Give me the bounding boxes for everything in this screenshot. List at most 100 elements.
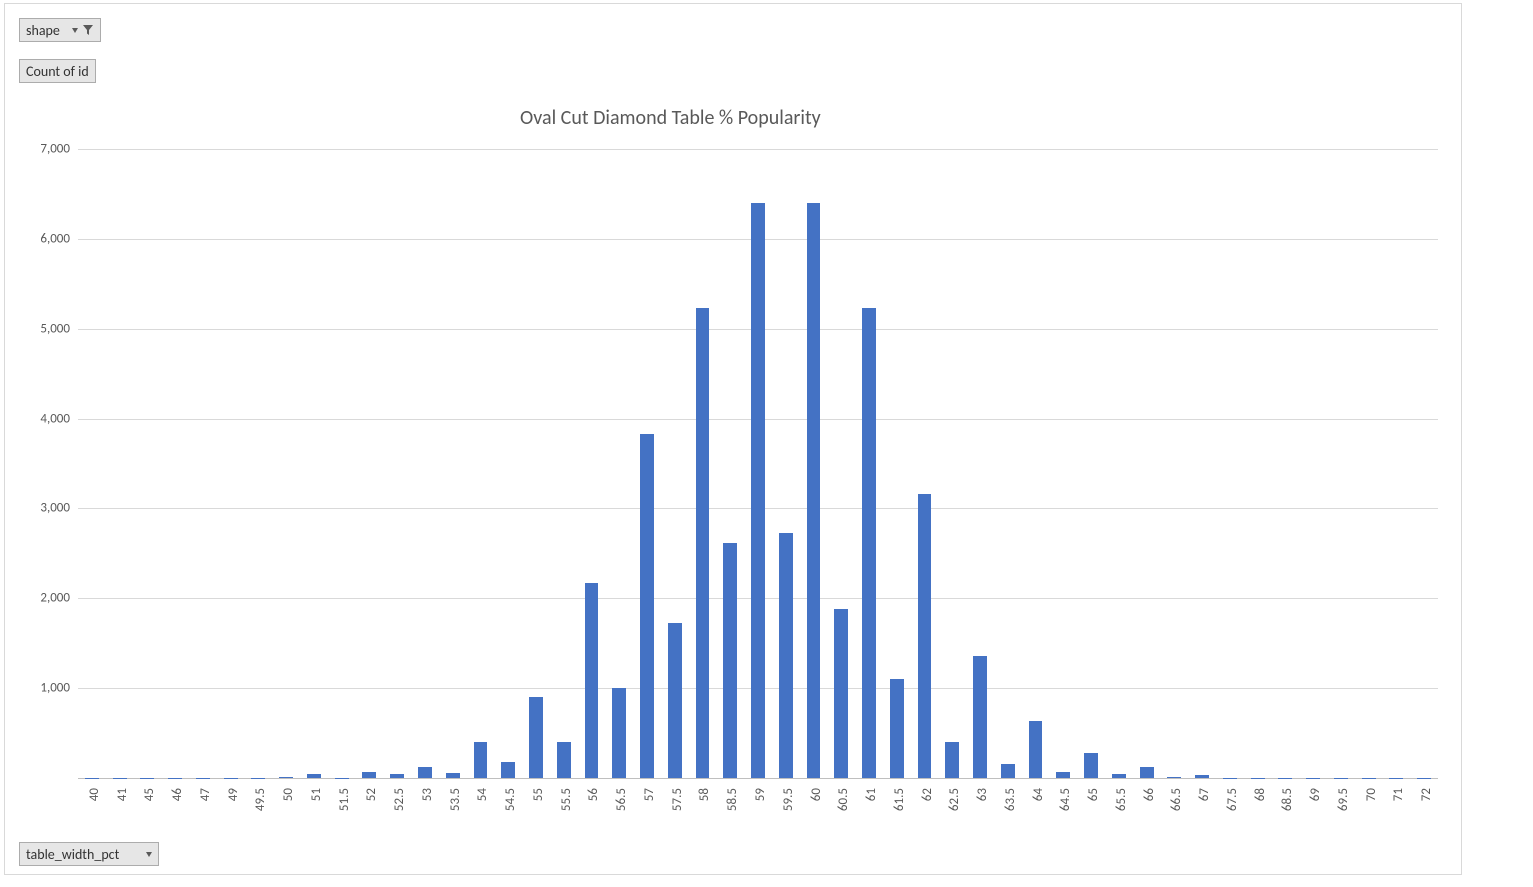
y-tick-label: 3,000 [5,501,70,516]
x-tick-label: 56 [586,788,601,801]
x-tick-label: 65 [1086,788,1101,801]
x-tick-label: 63.5 [1003,788,1018,811]
x-tick-label: 69 [1308,788,1323,801]
x-tick-label: 53 [420,788,435,801]
x-tick-label: 49.5 [253,788,268,811]
bar [307,774,321,778]
x-tick-label: 54.5 [503,788,518,811]
x-tick-label: 58 [697,788,712,801]
x-tick-label: 56.5 [614,788,629,811]
y-tick-label: 5,000 [5,321,70,336]
x-tick-label: 47 [198,788,213,801]
x-tick-label: 68 [1253,788,1268,801]
x-tick-label: 67.5 [1225,788,1240,811]
x-axis-baseline [78,778,1438,779]
bar [862,308,876,778]
x-tick-label: 60.5 [836,788,851,811]
bar [1056,772,1070,778]
x-tick-label: 69.5 [1336,788,1351,811]
dropdown-caret-icon [146,852,152,857]
x-tick-label: 70 [1364,788,1379,801]
bar [834,609,848,778]
bar [723,543,737,778]
x-tick-label: 62.5 [947,788,962,811]
pivot-value-field-label: Count of id [26,63,89,80]
pivot-filter-shape-button[interactable]: shape [19,18,101,42]
pivot-chart-frame: shape Count of id table_width_pct Oval C… [4,3,1462,875]
bar [1029,721,1043,779]
x-tick-label: 68.5 [1280,788,1295,811]
x-tick-label: 52.5 [392,788,407,811]
bar [1195,775,1209,778]
pivot-filter-shape-label: shape [26,22,60,39]
bar [1001,764,1015,778]
bar [446,773,460,778]
x-tick-label: 63 [975,788,990,801]
bar [557,742,571,778]
x-tick-label: 62 [920,788,935,801]
x-tick-label: 51 [309,788,324,801]
bar [1084,753,1098,778]
x-tick-label: 66 [1142,788,1157,801]
bar [668,623,682,778]
x-tick-label: 59 [753,788,768,801]
chart-title: Oval Cut Diamond Table % Popularity [520,106,821,130]
pivot-axis-field-label: table_width_pct [26,846,119,863]
plot-area [78,149,1438,778]
x-tick-label: 65.5 [1114,788,1129,811]
x-tick-label: 54 [475,788,490,801]
x-tick-label: 66.5 [1169,788,1184,811]
bar [890,679,904,778]
x-tick-label: 59.5 [781,788,796,811]
pivot-axis-field-button[interactable]: table_width_pct [19,842,159,866]
bar [1167,777,1181,778]
x-tick-label: 53.5 [448,788,463,811]
bar [362,772,376,778]
bar [501,762,515,778]
funnel-filter-icon [82,24,94,36]
pivot-value-field-button[interactable]: Count of id [19,59,96,83]
bar [807,203,821,778]
bar [696,308,710,778]
x-tick-label: 67 [1197,788,1212,801]
bar [640,434,654,778]
x-tick-label: 72 [1419,788,1434,801]
bar [612,688,626,778]
x-tick-label: 71 [1391,788,1406,801]
x-tick-label: 61.5 [892,788,907,811]
x-tick-label: 49 [226,788,241,801]
bar [1112,774,1126,778]
bar [585,583,599,778]
grid-line [78,149,1438,150]
x-tick-label: 61 [864,788,879,801]
bar [279,777,293,778]
x-tick-label: 55 [531,788,546,801]
x-tick-label: 50 [281,788,296,801]
bar [529,697,543,778]
x-tick-label: 40 [87,788,102,801]
y-tick-label: 4,000 [5,411,70,426]
x-tick-label: 60 [809,788,824,801]
x-tick-label: 57 [642,788,657,801]
bar [474,742,488,778]
bar [751,203,765,778]
x-tick-label: 57.5 [670,788,685,811]
bar [918,494,932,778]
x-tick-label: 46 [170,788,185,801]
x-tick-label: 45 [142,788,157,801]
x-tick-label: 64 [1031,788,1046,801]
x-tick-label: 41 [115,788,130,801]
y-tick-label: 6,000 [5,231,70,246]
x-tick-label: 58.5 [725,788,740,811]
y-tick-label: 7,000 [5,142,70,157]
x-tick-label: 51.5 [337,788,352,811]
bar [390,774,404,778]
x-tick-label: 52 [364,788,379,801]
x-tick-label: 64.5 [1058,788,1073,811]
bar [779,533,793,778]
bar [418,767,432,778]
bar [1140,767,1154,778]
bar [973,656,987,778]
bar [945,742,959,778]
x-tick-label: 55.5 [559,788,574,811]
